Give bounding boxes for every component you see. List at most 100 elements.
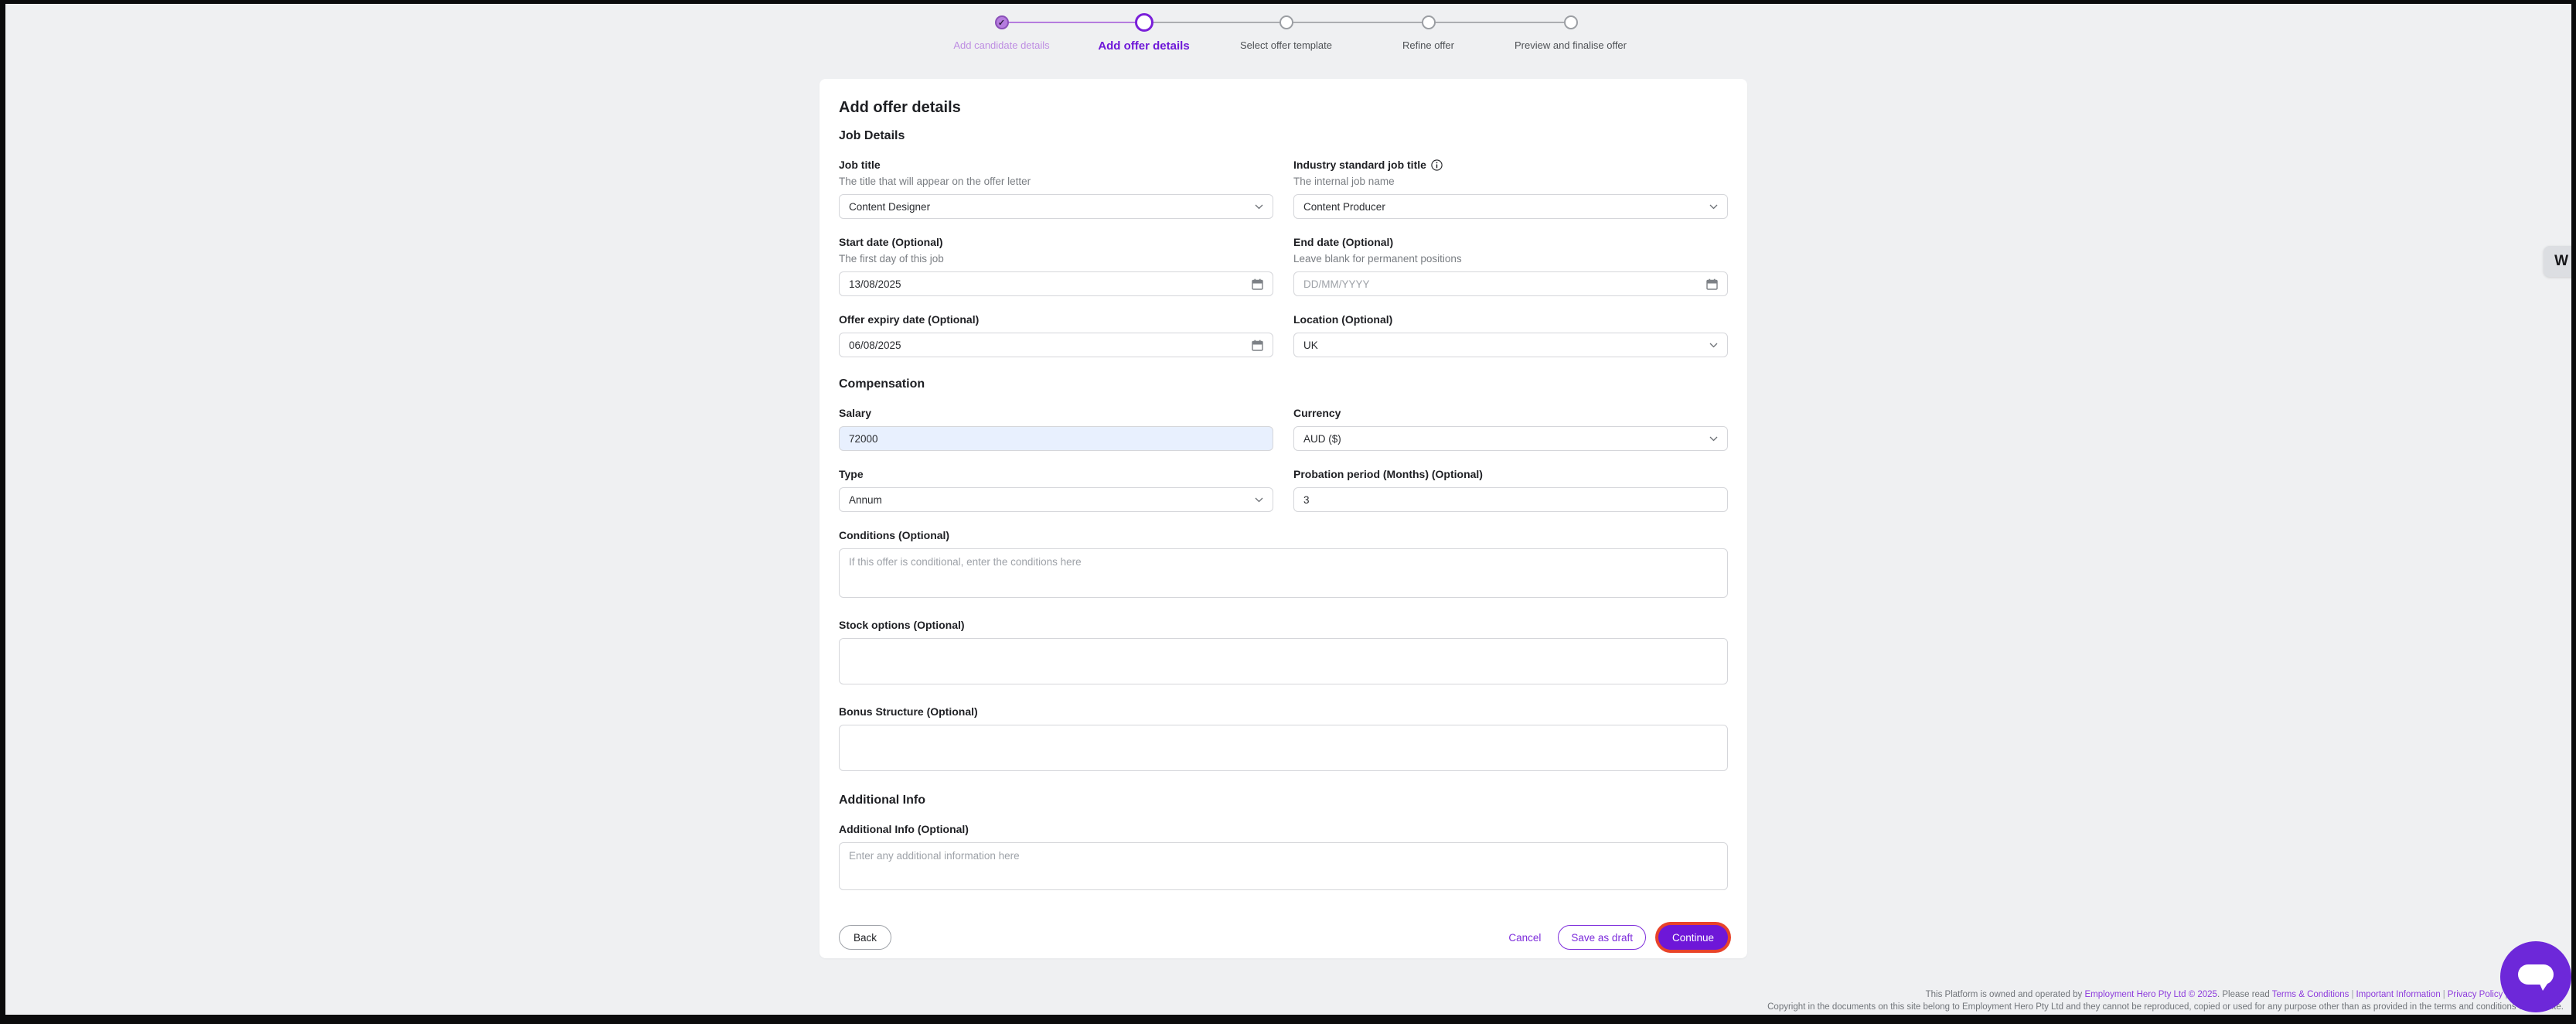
field-currency: Currency AUD ($) [1293, 407, 1728, 451]
stock-options-label: Stock options (Optional) [839, 619, 965, 631]
end-date-hint: Leave blank for permanent positions [1293, 253, 1462, 265]
salary-input[interactable] [839, 426, 1273, 451]
footer-company-link[interactable]: Employment Hero Pty Ltd © 2025 [2084, 990, 2217, 999]
footer-line-2: Copyright in the documents on this site … [1767, 1002, 2564, 1012]
currency-selected-value: AUD ($) [1303, 432, 1341, 445]
job-title-select[interactable]: Content Designer [839, 194, 1273, 219]
start-date-hint: The first day of this job [839, 253, 944, 265]
end-date-input[interactable]: DD/MM/YYYY [1293, 271, 1728, 296]
location-label: Location (Optional) [1293, 313, 1393, 326]
start-date-input[interactable]: 13/08/2025 [839, 271, 1273, 296]
stepper-track-completed [1001, 22, 1144, 23]
field-probation-period: Probation period (Months) (Optional) [1293, 468, 1728, 512]
footer-link-important-info[interactable]: Important Information [2356, 990, 2441, 999]
field-type: Type Annum [839, 468, 1273, 512]
field-job-title: Job title The title that will appear on … [839, 159, 1273, 219]
field-end-date: End date (Optional) Leave blank for perm… [1293, 236, 1728, 296]
offer-expiry-label: Offer expiry date (Optional) [839, 313, 980, 326]
additional-info-textarea[interactable] [839, 842, 1728, 890]
back-button[interactable]: Back [839, 925, 892, 950]
footer-legal: This Platform is owned and operated by E… [1767, 988, 2564, 1013]
type-select[interactable]: Annum [839, 487, 1273, 512]
field-location: Location (Optional) UK [1293, 313, 1728, 357]
field-industry-job-title: Industry standard job title The internal… [1293, 159, 1728, 219]
field-bonus-structure: Bonus Structure (Optional) [839, 705, 1728, 775]
step-label-preview-finalise[interactable]: Preview and finalise offer [1514, 39, 1627, 51]
conditions-label: Conditions (Optional) [839, 529, 950, 541]
start-date-value: 13/08/2025 [849, 278, 901, 290]
field-salary: Salary [839, 407, 1273, 451]
step-label-add-offer-details[interactable]: Add offer details [1098, 39, 1190, 53]
step-label-refine-offer[interactable]: Refine offer [1402, 39, 1454, 51]
step-circle-upcoming[interactable] [1421, 15, 1436, 29]
chat-bubble-icon [2518, 964, 2554, 991]
currency-select[interactable]: AUD ($) [1293, 426, 1728, 451]
side-tab-label: W [2554, 253, 2568, 269]
continue-button[interactable]: Continue [1658, 925, 1728, 950]
info-icon[interactable] [1431, 159, 1443, 171]
add-offer-details-card: Add offer details Job Details Job title … [819, 79, 1747, 958]
footer-link-privacy[interactable]: Privacy Policy [2447, 990, 2503, 999]
footer-line-1: This Platform is owned and operated by E… [1767, 988, 2564, 1001]
cancel-button[interactable]: Cancel [1501, 925, 1549, 950]
end-date-label: End date (Optional) [1293, 236, 1394, 248]
step-circle-completed[interactable]: ✓ [994, 15, 1009, 29]
footer-text: This Platform is owned and operated by [1925, 990, 2085, 999]
field-additional-info: Additional Info (Optional) [839, 823, 1728, 894]
calendar-icon[interactable] [1706, 278, 1718, 290]
field-conditions: Conditions (Optional) [839, 529, 1728, 602]
probation-input[interactable] [1293, 487, 1728, 512]
job-title-selected-value: Content Designer [849, 200, 931, 213]
location-selected-value: UK [1303, 339, 1318, 351]
conditions-textarea[interactable] [839, 548, 1728, 598]
section-heading-additional-info: Additional Info [839, 794, 925, 807]
offer-expiry-input[interactable]: 06/08/2025 [839, 333, 1273, 357]
location-select[interactable]: UK [1293, 333, 1728, 357]
section-heading-compensation: Compensation [839, 377, 925, 391]
chevron-down-icon [1709, 204, 1718, 209]
step-circle-upcoming[interactable] [1279, 15, 1293, 29]
whats-new-side-tab[interactable]: W [2544, 246, 2571, 277]
check-icon: ✓ [997, 18, 1006, 28]
section-heading-job-details: Job Details [839, 129, 905, 142]
field-start-date: Start date (Optional) The first day of t… [839, 236, 1273, 296]
page-title: Add offer details [839, 99, 961, 116]
industry-job-title-hint: The internal job name [1293, 176, 1395, 187]
calendar-icon[interactable] [1252, 278, 1263, 290]
offer-expiry-value: 06/08/2025 [849, 339, 901, 351]
additional-info-label: Additional Info (Optional) [839, 823, 969, 835]
step-circle-active[interactable] [1134, 13, 1153, 32]
probation-label: Probation period (Months) (Optional) [1293, 468, 1483, 480]
field-stock-options: Stock options (Optional) [839, 619, 1728, 688]
app-screen: ✓ Add candidate details Add offer detail… [5, 4, 2571, 1015]
chat-launcher-button[interactable] [2500, 941, 2571, 1012]
job-title-label: Job title [839, 159, 881, 171]
bonus-structure-label: Bonus Structure (Optional) [839, 705, 978, 718]
footer-text: . Please read [2217, 990, 2272, 999]
step-label-select-offer-template[interactable]: Select offer template [1240, 39, 1332, 51]
type-selected-value: Annum [849, 493, 882, 506]
wizard-stepper: ✓ Add candidate details Add offer detail… [931, 10, 1642, 53]
field-offer-expiry-date: Offer expiry date (Optional) 06/08/2025 [839, 313, 1273, 357]
salary-label: Salary [839, 407, 872, 419]
footer-separator: | [2351, 990, 2354, 999]
industry-job-title-selected-value: Content Producer [1303, 200, 1385, 213]
industry-job-title-label: Industry standard job title [1293, 159, 1426, 171]
bonus-structure-textarea[interactable] [839, 725, 1728, 771]
job-title-hint: The title that will appear on the offer … [839, 176, 1031, 187]
calendar-icon[interactable] [1252, 340, 1263, 351]
footer-link-terms[interactable]: Terms & Conditions [2271, 990, 2349, 999]
footer-separator: | [2442, 990, 2445, 999]
chevron-down-icon [1255, 204, 1263, 209]
step-label-add-candidate-details[interactable]: Add candidate details [953, 39, 1050, 51]
step-circle-upcoming[interactable] [1563, 15, 1578, 29]
industry-job-title-select[interactable]: Content Producer [1293, 194, 1728, 219]
start-date-label: Start date (Optional) [839, 236, 943, 248]
chevron-down-icon [1709, 343, 1718, 347]
chevron-down-icon [1255, 497, 1263, 502]
save-as-draft-button[interactable]: Save as draft [1558, 925, 1646, 950]
currency-label: Currency [1293, 407, 1341, 419]
end-date-placeholder: DD/MM/YYYY [1303, 278, 1370, 290]
stock-options-textarea[interactable] [839, 638, 1728, 684]
type-label: Type [839, 468, 864, 480]
